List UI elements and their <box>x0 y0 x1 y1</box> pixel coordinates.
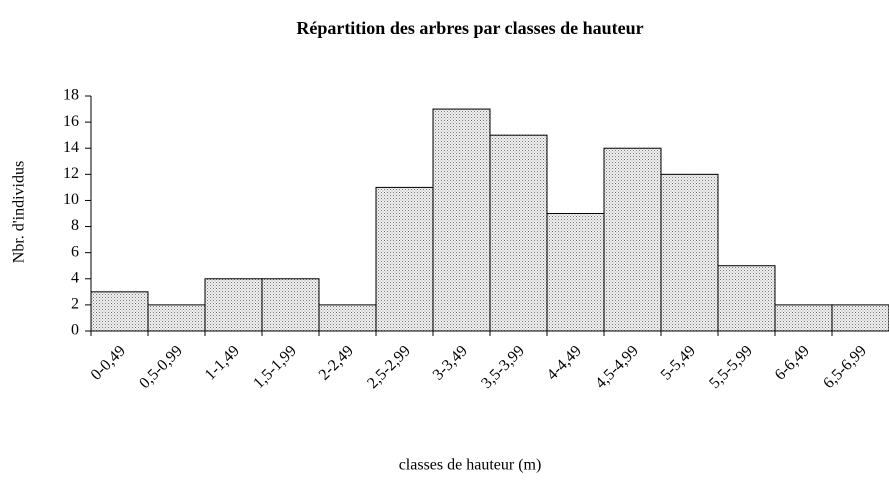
x-tick-label: 3-3,49 <box>430 342 471 383</box>
y-tick-label: 12 <box>63 165 79 182</box>
chart-title: Répartition des arbres par classes de ha… <box>296 18 643 38</box>
bar <box>774 304 833 332</box>
bar <box>831 304 889 332</box>
x-tick-label: 1-1,49 <box>202 342 243 383</box>
x-tick-label: 0-0,49 <box>88 342 129 383</box>
bar <box>318 304 377 332</box>
bar <box>261 278 320 332</box>
x-tick-label: 6,5-6,99 <box>820 342 870 392</box>
bar <box>204 278 263 332</box>
y-tick-label: 8 <box>71 217 79 234</box>
x-tick-label: 3,5-3,99 <box>478 342 528 392</box>
x-axis-label: classes de hauteur (m) <box>399 457 542 474</box>
x-tick-label: 4,5-4,99 <box>592 342 642 392</box>
x-tick-label: 2,5-2,99 <box>364 342 414 392</box>
y-tick-label: 0 <box>71 322 79 339</box>
bar <box>489 134 548 332</box>
y-tick-label: 2 <box>71 296 79 313</box>
x-tick-label: 5,5-5,99 <box>706 342 756 392</box>
bar <box>432 108 491 332</box>
y-tick-label: 16 <box>63 113 79 130</box>
bar <box>717 265 776 332</box>
bar <box>546 213 605 332</box>
y-tick-label: 18 <box>63 87 79 104</box>
x-tick-label: 0,5-0,99 <box>136 342 186 392</box>
y-tick-label: 4 <box>71 269 79 286</box>
x-tick-label: 6-6,49 <box>772 342 813 383</box>
x-tick-label: 1,5-1,99 <box>250 342 300 392</box>
bar <box>603 147 662 332</box>
y-tick-label: 10 <box>63 191 79 208</box>
bar <box>660 173 719 332</box>
x-tick-label: 2-2,49 <box>316 342 357 383</box>
y-tick-label: 6 <box>71 243 79 260</box>
x-tick-label: 5-5,49 <box>658 342 699 383</box>
bar <box>147 304 206 332</box>
x-tick-label: 4-4,49 <box>544 342 585 383</box>
bar <box>375 186 434 332</box>
bar <box>90 291 149 332</box>
y-axis-label: Nbr. d'individus <box>11 161 28 263</box>
y-tick-label: 14 <box>63 139 79 156</box>
